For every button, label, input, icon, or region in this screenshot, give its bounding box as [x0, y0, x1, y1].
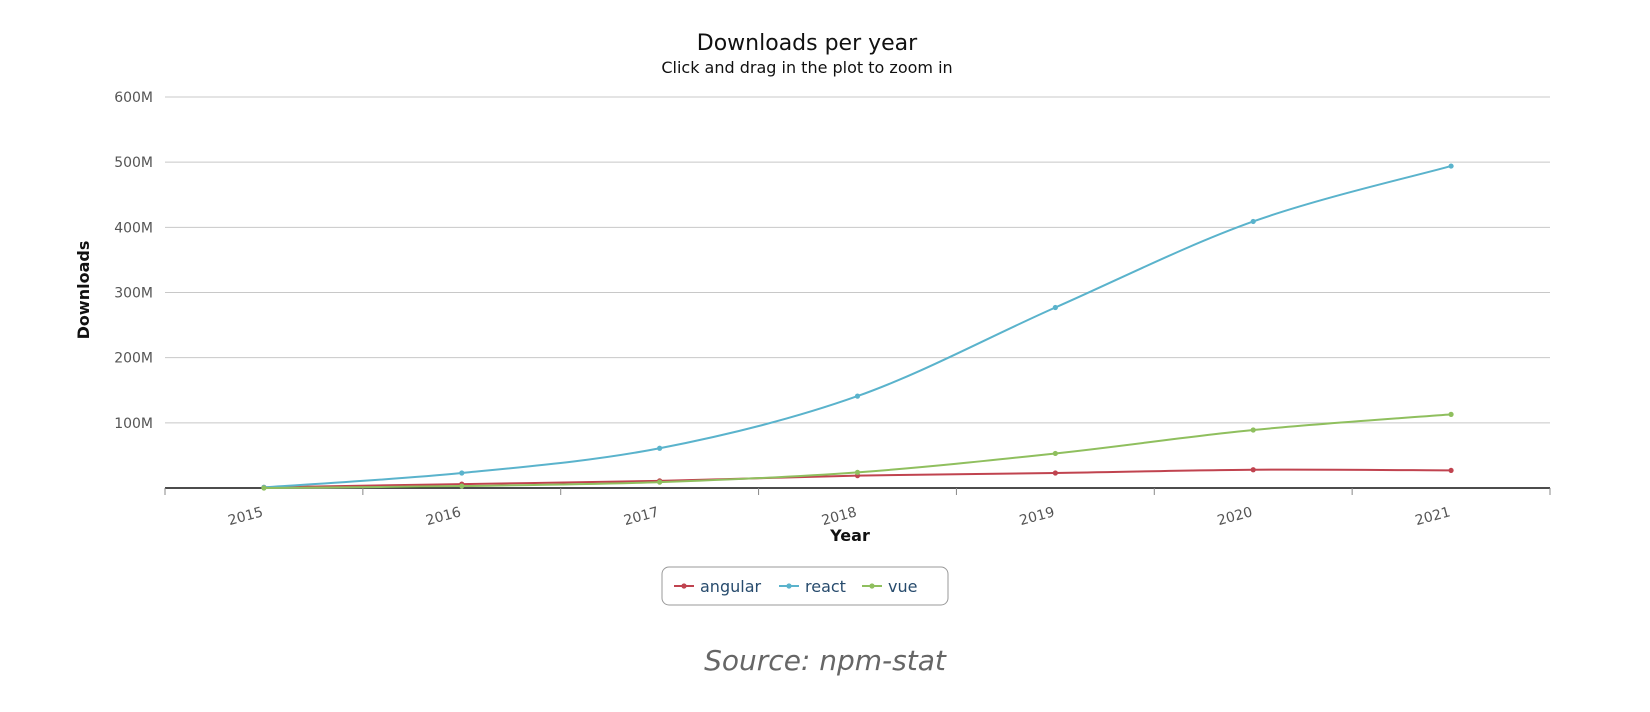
legend-item-angular[interactable]: angular [674, 577, 761, 596]
data-point-angular[interactable] [1052, 470, 1058, 476]
data-point-vue[interactable] [1052, 450, 1058, 457]
x-axis-title: Year [829, 526, 870, 545]
y-tick-label: 500M [114, 155, 153, 171]
data-point-react[interactable] [854, 393, 861, 399]
x-tick-label: 2017 [622, 504, 661, 529]
x-tick-label: 2016 [424, 504, 463, 529]
grid-lines [165, 96, 1550, 424]
y-axis-title: Downloads [74, 241, 93, 340]
x-tick-label: 2015 [226, 504, 265, 529]
x-tick-label: 2021 [1414, 504, 1453, 529]
legend-box [661, 566, 949, 606]
legend-label: angular [700, 577, 761, 596]
data-point-vue[interactable] [459, 483, 465, 489]
chart-subtitle: Click and drag in the plot to zoom in [661, 58, 952, 77]
legend-item-vue[interactable]: vue [862, 577, 917, 596]
y-tick-label: 400M [114, 220, 153, 236]
data-point-vue[interactable] [854, 469, 861, 475]
series-lines [261, 163, 1454, 491]
legend-marker [786, 583, 792, 589]
x-tick-label: 2019 [1018, 504, 1057, 529]
data-point-react[interactable] [1448, 163, 1454, 169]
data-point-react[interactable] [459, 470, 465, 476]
x-axis [164, 487, 1551, 495]
downloads-chart[interactable]: Downloads per year Click and drag in the… [0, 0, 1650, 630]
chart-title: Downloads per year [697, 31, 918, 56]
data-point-vue[interactable] [657, 479, 663, 485]
y-axis-ticks: 100M 200M 300M 400M 500M 600M [114, 90, 153, 432]
y-tick-label: 600M [114, 90, 153, 106]
x-tick-label: 2020 [1216, 504, 1255, 529]
data-point-react[interactable] [1052, 304, 1058, 311]
legend-item-react[interactable]: react [779, 577, 846, 596]
legend-marker [681, 583, 687, 589]
y-tick-label: 200M [114, 351, 153, 367]
data-point-vue[interactable] [261, 485, 267, 491]
data-point-react[interactable] [1250, 218, 1256, 225]
legend-label: vue [888, 577, 917, 596]
source-caption: Source: npm-stat [704, 644, 946, 677]
legend[interactable]: angular react vue [661, 566, 949, 606]
data-point-react[interactable] [657, 445, 663, 451]
data-point-vue[interactable] [1448, 411, 1454, 417]
data-point-angular[interactable] [1250, 467, 1256, 473]
y-tick-label: 300M [114, 286, 153, 302]
data-point-angular[interactable] [1448, 467, 1454, 474]
legend-marker [869, 583, 875, 589]
y-tick-label: 100M [114, 416, 153, 432]
series-line-react [263, 165, 1452, 489]
data-point-vue[interactable] [1250, 427, 1256, 433]
legend-label: react [805, 577, 846, 596]
